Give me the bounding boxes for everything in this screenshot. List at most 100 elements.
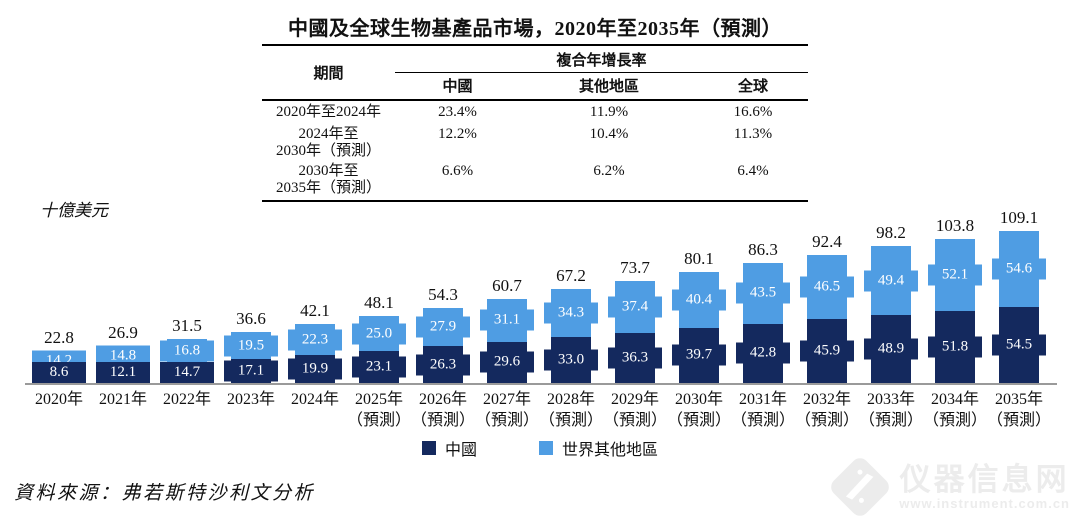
x-axis-label: 2032年 （預測） <box>795 389 859 431</box>
segment-value-label: 43.5 <box>736 282 790 304</box>
segment-value-label: 31.1 <box>480 309 534 331</box>
cagr-header-group: 複合年增長率 中國 其他地區 全球 <box>395 46 808 99</box>
china-segment: 19.9 <box>288 355 342 383</box>
logo-dot <box>858 496 866 504</box>
year-label: 2020年 <box>34 391 83 408</box>
world-segment: 19.5 <box>224 332 278 360</box>
watermark-site-url: www.instrument.com.cn <box>899 495 1070 511</box>
bar-total-label: 36.6 <box>236 309 266 329</box>
china-segment: 42.8 <box>736 323 790 383</box>
bar-column: 26.9 14.8 12.1 <box>91 205 155 383</box>
world-segment: 40.4 <box>672 271 726 328</box>
period-cell: 2020年至2024年 <box>262 104 395 121</box>
bar-column: 60.7 31.1 29.6 <box>475 205 539 383</box>
bar-total-label: 31.5 <box>172 316 202 336</box>
year-label: 2033年 <box>866 391 915 408</box>
x-axis-label: 2026年 （預測） <box>411 389 475 431</box>
segment-value-label: 45.9 <box>800 340 854 362</box>
world-segment: 27.9 <box>416 307 470 347</box>
china-segment: 51.8 <box>928 311 982 383</box>
period-line: 2030年至 <box>298 163 359 179</box>
data-source-note: 資料來源：弗若斯特沙利文分析 <box>14 483 316 504</box>
bar-total-label: 22.8 <box>44 328 74 348</box>
year-label: 2032年 <box>802 391 851 408</box>
forecast-label: （預測） <box>603 412 668 429</box>
bar-column: 98.2 49.4 48.9 <box>859 205 923 383</box>
global-cagr-cell: 11.3% <box>733 126 773 142</box>
x-axis-label: 2031年 （預測） <box>731 389 795 431</box>
segment-value-label: 46.5 <box>800 276 854 298</box>
bar-column: 22.8 14.2 8.6 <box>27 205 91 383</box>
cagr-table-header: 期間 複合年增長率 中國 其他地區 全球 <box>262 46 808 101</box>
china-segment: 36.3 <box>608 332 662 383</box>
bar-column: 86.3 43.5 42.8 <box>731 205 795 383</box>
world-segment: 54.6 <box>992 231 1046 308</box>
table-row: 2020年至2024年 23.4% 11.9% 16.6% <box>262 101 808 123</box>
segment-value-label: 27.9 <box>416 316 470 338</box>
segment-value-label: 34.3 <box>544 302 598 324</box>
segment-value-label: 36.3 <box>608 347 662 369</box>
year-label: 2035年 <box>994 391 1043 408</box>
year-label: 2027年 <box>482 391 531 408</box>
y-axis-unit-label: 十億美元 <box>40 201 108 220</box>
x-axis-label: 2021年 <box>91 389 155 431</box>
forecast-label: （預測） <box>987 412 1052 429</box>
segment-value-label: 37.4 <box>608 296 662 318</box>
segment-value-label: 33.0 <box>544 349 598 371</box>
x-axis-label: 2025年 （預測） <box>347 389 411 431</box>
cagr-subcolumn-headers: 中國 其他地區 全球 <box>395 73 808 99</box>
bar-total-label: 67.2 <box>556 266 586 286</box>
bar-column: 31.5 16.8 14.7 <box>155 205 219 383</box>
world-legend-label: 世界其他地區 <box>562 442 659 459</box>
watermark: 仪器信息网 www.instrument.com.cn <box>827 454 1070 520</box>
segment-value-label: 39.7 <box>672 344 726 366</box>
cagr-table: 期間 複合年增長率 中國 其他地區 全球 2020年至2024年 23.4% 11.9%… <box>262 44 808 202</box>
cagr-subcolumn-header: 其他地區 <box>578 79 639 95</box>
bar-total-label: 80.1 <box>684 248 714 268</box>
bar-total-label: 48.1 <box>364 293 394 313</box>
world-segment: 52.1 <box>928 238 982 311</box>
x-axis-label: 2029年 （預測） <box>603 389 667 431</box>
china-segment: 48.9 <box>864 315 918 383</box>
chart-legend: 中國 世界其他地區 <box>0 436 1080 460</box>
world-segment: 37.4 <box>608 280 662 333</box>
bar-column: 36.6 19.5 17.1 <box>219 205 283 383</box>
world-segment: 31.1 <box>480 298 534 342</box>
china-segment: 14.7 <box>160 362 214 383</box>
china-segment: 23.1 <box>352 350 406 383</box>
x-axis-label: 2027年 （預測） <box>475 389 539 431</box>
x-axis-label: 2022年 <box>155 389 219 431</box>
cagr-subcolumn-header: 全球 <box>737 79 768 95</box>
stacked-bars: 22.8 14.2 8.6 26.9 14.8 12.1 31.5 16.8 14.7 36.6 1… <box>27 205 1051 383</box>
period-column-header: 期間 <box>313 66 344 82</box>
other-cagr-cell: 11.9% <box>589 104 629 120</box>
cagr-group-header: 複合年增長率 <box>395 46 808 73</box>
global-cagr-cell: 6.4% <box>737 163 769 179</box>
segment-value-label: 52.1 <box>928 264 982 286</box>
segment-value-label: 49.4 <box>864 270 918 292</box>
cagr-table-body: 2020年至2024年 23.4% 11.9% 16.6% 2024年至 2030年（預測… <box>262 101 808 200</box>
year-label: 2022年 <box>162 391 211 408</box>
china-cagr-cell: 23.4% <box>438 104 477 120</box>
legend-item-china: 中國 <box>421 436 477 460</box>
bar-total-label: 60.7 <box>492 275 522 295</box>
world-legend-swatch <box>539 441 553 455</box>
bar-column: 42.1 22.3 19.9 <box>283 205 347 383</box>
other-cagr-cell: 10.4% <box>589 126 629 142</box>
segment-value-label: 14.7 <box>160 362 214 383</box>
forecast-label: （預測） <box>539 412 604 429</box>
bar-total-label: 92.4 <box>812 231 842 251</box>
year-label: 2021年 <box>98 391 147 408</box>
x-axis-label: 2033年 （預測） <box>859 389 923 431</box>
logo-dot <box>856 468 864 476</box>
china-legend-label: 中國 <box>444 442 477 459</box>
bar-total-label: 26.9 <box>108 322 138 342</box>
bar-total-label: 98.2 <box>876 223 906 243</box>
china-legend-swatch <box>421 441 436 455</box>
x-axis-label: 2035年 （預測） <box>987 389 1051 431</box>
segment-value-label: 22.3 <box>288 329 342 351</box>
bar-column: 54.3 27.9 26.3 <box>411 205 475 383</box>
china-segment: 29.6 <box>480 341 534 383</box>
world-segment: 16.8 <box>160 339 214 363</box>
china-segment: 39.7 <box>672 327 726 383</box>
